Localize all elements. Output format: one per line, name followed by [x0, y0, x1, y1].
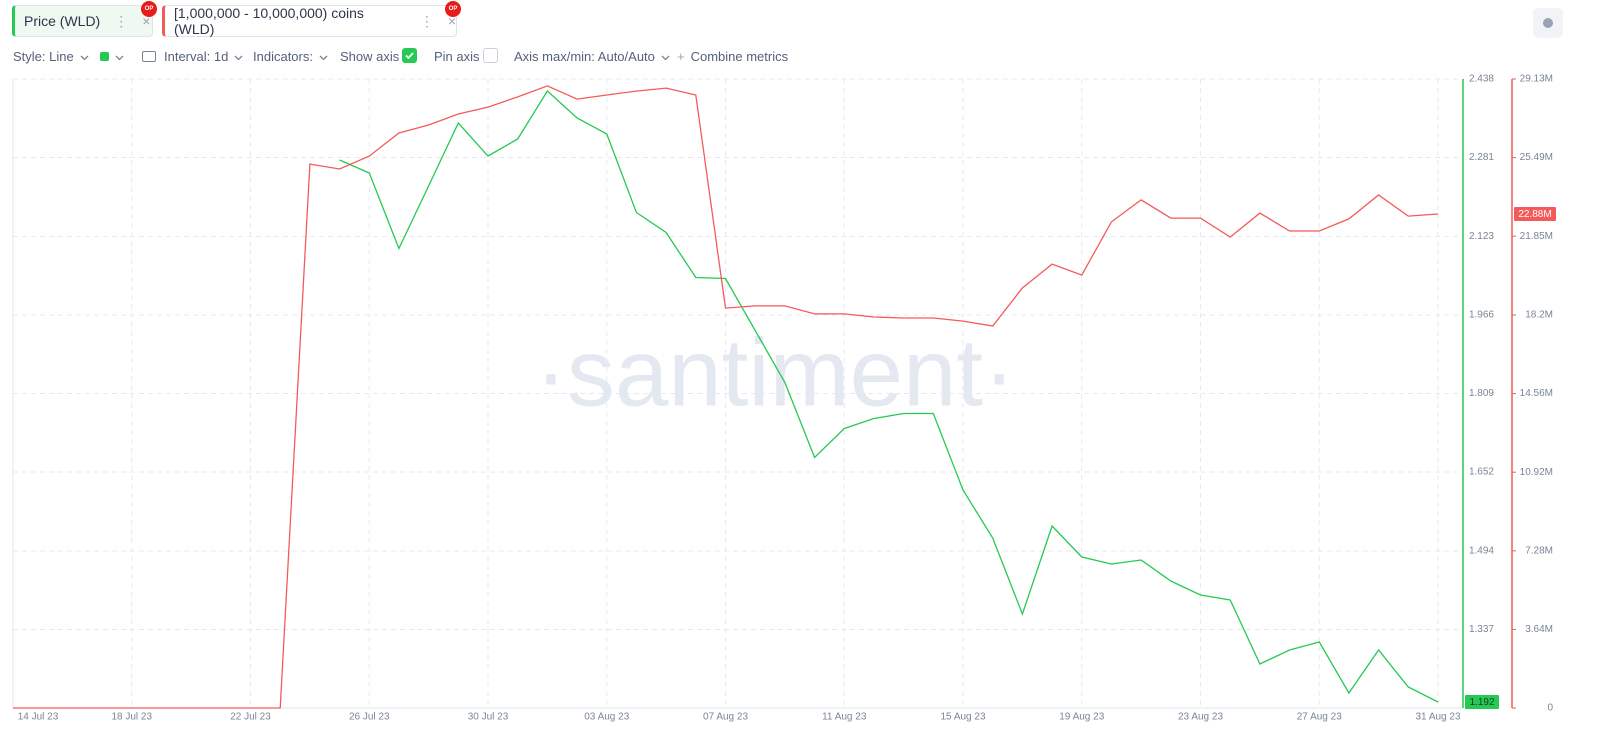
x-tick-label: 19 Aug 23 — [1059, 712, 1104, 723]
metric-tab[interactable]: [1,000,000 - 10,000,000) coins (WLD) ⋮ × O… — [162, 1, 461, 37]
y-tick-label: 2.438 — [1469, 74, 1494, 85]
series-line — [339, 89, 1439, 703]
x-tick-label: 23 Aug 23 — [1178, 712, 1223, 723]
x-tick-label: 15 Aug 23 — [940, 712, 985, 723]
x-tick-label: 26 Jul 23 — [349, 712, 390, 723]
y-tick-label: 2.123 — [1469, 231, 1494, 242]
badge: OP — [445, 1, 461, 17]
y-tick-label: 1.652 — [1469, 467, 1494, 478]
x-tick-label: 27 Aug 23 — [1297, 712, 1342, 723]
x-tick-label: 31 Aug 23 — [1415, 712, 1460, 723]
badge: OP — [141, 1, 157, 17]
style-select[interactable]: Style: Line — [13, 49, 89, 64]
tab-label: Price (WLD) — [24, 13, 101, 29]
y-tick-label: 1.337 — [1469, 624, 1494, 635]
x-tick-label: 22 Jul 23 — [230, 712, 271, 723]
y2-tick-label: 29.13M — [1520, 74, 1553, 85]
y2-tick-label: 3.64M — [1525, 624, 1553, 635]
y-tick-label: 1.809 — [1469, 388, 1494, 399]
label: Style: Line — [13, 49, 74, 64]
menu-icon[interactable]: ⋮ — [419, 12, 434, 29]
axis-minmax-select[interactable]: Axis max/min: Auto/Auto — [514, 49, 670, 64]
label: Interval: 1d — [164, 49, 229, 64]
show-axis-label: Show axis — [340, 49, 400, 64]
pin-axis-label: Pin axis — [434, 49, 480, 64]
combine-button[interactable]: + Combine metrics — [677, 49, 788, 64]
chevron — [115, 55, 124, 60]
y-tick-label: 2.281 — [1469, 152, 1494, 163]
y2-tick-label: 18.2M — [1525, 310, 1553, 321]
y-tick-label: 1.494 — [1469, 546, 1494, 557]
chevron — [80, 55, 89, 60]
label: Combine metrics — [690, 49, 789, 64]
check-icon — [405, 52, 414, 60]
last-value-label: 1.192 — [1469, 697, 1494, 708]
y2-tick-label: 0 — [1547, 703, 1553, 714]
indicators-select[interactable]: Indicators: — [253, 49, 328, 64]
y2-tick-label: 14.56M — [1520, 388, 1553, 399]
last-value-box — [1465, 695, 1499, 709]
y2-tick-label: 10.92M — [1520, 467, 1553, 478]
watermark: ·santiment· — [535, 319, 1015, 426]
show-axis-checkbox[interactable] — [402, 48, 417, 63]
x-tick-label: 18 Jul 23 — [111, 712, 152, 723]
x-tick-label: 30 Jul 23 — [468, 712, 509, 723]
label: Indicators: — [253, 49, 313, 64]
x-tick-label: 07 Aug 23 — [703, 712, 748, 723]
y2-tick-label: 21.85M — [1520, 231, 1553, 242]
last-value-box — [1514, 206, 1556, 221]
ruler-icon — [142, 51, 156, 62]
chevron — [234, 55, 243, 60]
interval-select[interactable]: Interval: 1d — [142, 49, 243, 64]
color-swatch — [100, 52, 109, 61]
color-select[interactable] — [100, 49, 124, 64]
chevron — [661, 55, 670, 60]
metric-tab[interactable]: Price (WLD) ⋮ × OP — [12, 1, 157, 37]
close-icon[interactable]: × — [447, 13, 456, 29]
plus-icon: + — [677, 49, 685, 64]
settings-button[interactable] — [1533, 8, 1563, 38]
label: Axis max/min: Auto/Auto — [514, 49, 655, 64]
chevron — [319, 55, 328, 60]
menu-icon[interactable]: ⋮ — [114, 12, 129, 29]
x-tick-label: 03 Aug 23 — [584, 712, 629, 723]
tab-label: [1,000,000 - 10,000,000) coins (WLD) — [174, 5, 364, 37]
last-value-label: 22.88M — [1518, 209, 1551, 220]
y-tick-label: 1.966 — [1469, 310, 1494, 321]
y2-tick-label: 7.28M — [1525, 545, 1553, 556]
dot-icon — [1543, 18, 1553, 28]
x-tick-label: 11 Aug 23 — [822, 712, 867, 723]
x-tick-label: 14 Jul 23 — [18, 712, 59, 723]
series-line — [13, 85, 1439, 709]
y2-tick-label: 25.49M — [1520, 152, 1553, 163]
pin-axis-checkbox[interactable] — [483, 48, 498, 63]
close-icon[interactable]: × — [142, 13, 151, 29]
